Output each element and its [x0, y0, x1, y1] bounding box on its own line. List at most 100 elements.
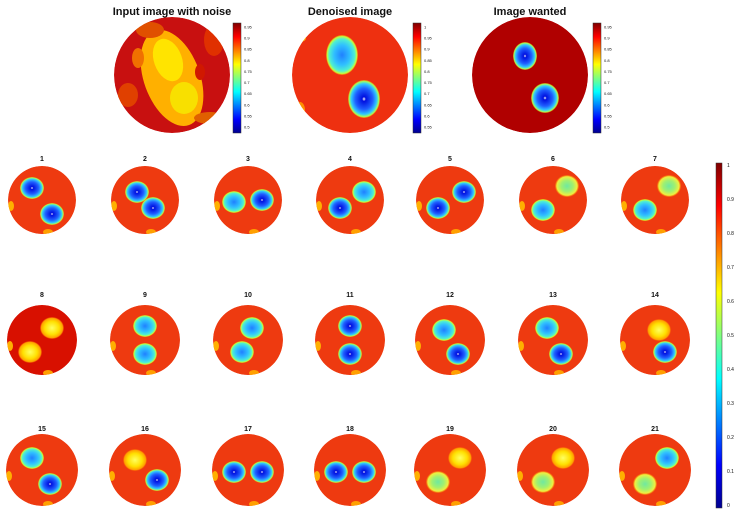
- blob: [657, 175, 681, 197]
- disk-image: [109, 434, 181, 506]
- blob: [20, 447, 44, 469]
- edge-artifact: [656, 229, 666, 234]
- blob: [250, 461, 274, 483]
- blob: [549, 343, 573, 365]
- disk-image: [6, 434, 78, 506]
- grid-cell-label: 10: [244, 292, 252, 299]
- colorbar-tick-label: 1: [424, 25, 427, 30]
- blob: [145, 469, 169, 491]
- disk-image: [114, 17, 230, 133]
- colorbar-tick-label: 0.3: [727, 401, 734, 407]
- disk-image: [416, 166, 484, 234]
- grid-cell-label: 17: [244, 426, 252, 433]
- edge-artifact: [316, 201, 322, 211]
- edge-artifact: [621, 201, 627, 211]
- colorbar-tick-label: 0.5: [727, 333, 734, 339]
- disk-image: [212, 434, 284, 506]
- grid-cell: 9: [110, 292, 180, 375]
- colorbar-tick-label: 1: [727, 163, 730, 169]
- blob: [38, 473, 62, 495]
- blob: [426, 471, 450, 493]
- grid-cell: 17: [212, 426, 284, 506]
- colorbar-tick-label: 0.65: [424, 102, 433, 107]
- disk-image: [110, 305, 180, 375]
- grid-cell-label: 12: [446, 292, 454, 299]
- disk-image: [7, 305, 77, 375]
- colorbar-tick-label: 0.6: [604, 102, 610, 107]
- grid-cell-label: 21: [651, 426, 659, 433]
- colorbar-ticks: 1 0.95 0.9 0.85 0.8 0.75 0.7 0.65 0.6 0.55: [424, 25, 433, 130]
- blob: [432, 319, 456, 341]
- edge-artifact: [6, 471, 12, 481]
- edge-artifact: [619, 471, 625, 481]
- grid-cell-label: 8: [40, 292, 44, 299]
- blob: [40, 317, 64, 339]
- blob: [633, 473, 657, 495]
- edge-artifact: [43, 370, 53, 375]
- blob: [452, 181, 476, 203]
- disk-image: [518, 305, 588, 375]
- disk-image: [111, 166, 179, 234]
- colorbar-tick-label: 0.65: [604, 91, 613, 96]
- blob: [18, 341, 42, 363]
- edge-artifact: [212, 471, 218, 481]
- edge-artifact: [249, 229, 259, 234]
- grid-cell-label: 18: [346, 426, 354, 433]
- colorbar-tick-label: 0.9: [727, 197, 734, 203]
- edge-artifact: [8, 201, 14, 211]
- blob: [535, 317, 559, 339]
- grid-cell: 19: [414, 426, 486, 506]
- edge-artifact: [213, 341, 219, 351]
- colorbar-ticks: 0.95 0.9 0.85 0.8 0.75 0.7 0.65 0.6 0.55 0.5: [244, 25, 253, 130]
- disk-image: [214, 166, 282, 234]
- colorbar-tick-label: 0.6: [727, 299, 734, 305]
- edge-artifact: [146, 370, 156, 375]
- colorbar-ticks: 0.95 0.9 0.85 0.8 0.75 0.7 0.65 0.6 0.55 0.5: [604, 25, 613, 130]
- grid-cell-label: 5: [448, 156, 452, 163]
- colorbar-tick-label: 0.55: [604, 113, 613, 118]
- grid-cell: 8: [7, 292, 77, 375]
- panel-title: Image wanted: [494, 6, 567, 18]
- blob: [531, 199, 555, 221]
- colorbar-tick-label: 0.8: [604, 58, 610, 63]
- colorbar-tick-label: 0.75: [604, 69, 613, 74]
- blob: [133, 315, 157, 337]
- colorbar-tick-label: 0.5: [244, 125, 250, 130]
- edge-artifact: [518, 341, 524, 351]
- edge-artifact: [451, 370, 461, 375]
- colorbar-tick-label: 0.6: [424, 113, 430, 118]
- edge-artifact: [146, 501, 156, 506]
- edge-artifact: [110, 341, 116, 351]
- blob: [123, 449, 147, 471]
- panel-wanted: Image wanted 0.950.90.850.80.750.70.650.…: [472, 6, 613, 134]
- edge-artifact: [554, 229, 564, 234]
- colorbar-tick-label: 0.8: [424, 69, 430, 74]
- colorbar-tick-label: 0.85: [604, 47, 613, 52]
- blob: [446, 343, 470, 365]
- grid-cell: 10: [213, 292, 283, 375]
- grid-cell-label: 9: [143, 292, 147, 299]
- grid-cell-label: 14: [651, 292, 659, 299]
- colorbar-tick-label: 0.2: [727, 435, 734, 441]
- edge-artifact: [351, 229, 361, 234]
- colorbar-tick-label: 0.65: [244, 91, 253, 96]
- disk-image: [621, 166, 689, 234]
- blob: [352, 461, 376, 483]
- edge-artifact: [249, 370, 259, 375]
- grid-cell: 20: [517, 426, 589, 506]
- colorbar-tick-label: 0.4: [727, 367, 734, 373]
- colorbar-tick-label: 0: [727, 503, 730, 509]
- colorbar-tick-label: 0.55: [424, 125, 433, 130]
- edge-artifact: [109, 471, 115, 481]
- grid-cell-label: 4: [348, 156, 352, 163]
- blob: [141, 197, 165, 219]
- edge-artifact: [414, 471, 420, 481]
- blob: [222, 191, 246, 213]
- grid-cell-label: 19: [446, 426, 454, 433]
- grid-cell-label: 13: [549, 292, 557, 299]
- edge-artifact: [554, 370, 564, 375]
- edge-artifact: [554, 501, 564, 506]
- colorbar-tick-label: 0.7: [727, 265, 734, 271]
- blob: [133, 343, 157, 365]
